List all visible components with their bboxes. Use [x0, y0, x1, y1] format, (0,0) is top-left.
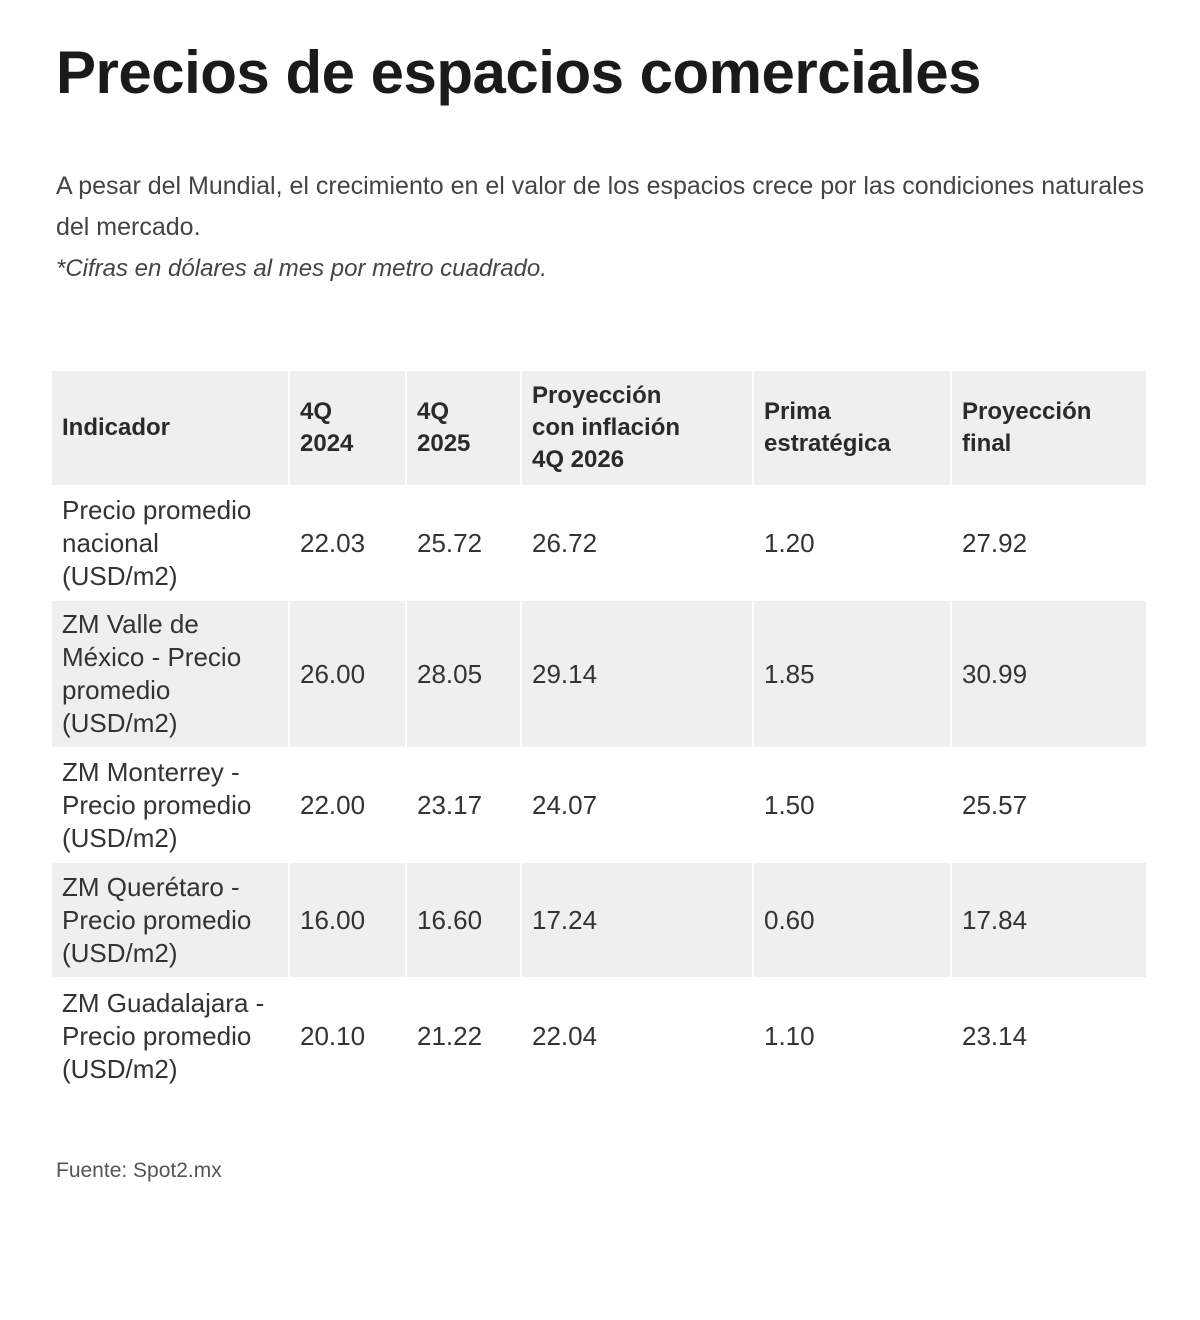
- cell-prima-estrategica: 0.60: [754, 863, 952, 979]
- prices-table: Indicador 4Q 2024 4Q 2025 Proyección con…: [52, 371, 1146, 1095]
- cell-indicador: ZM Querétaro - Precio promedio (USD/m2): [52, 863, 290, 979]
- cell-prima-estrategica: 1.85: [754, 601, 952, 749]
- cell-proyeccion-inflacion: 17.24: [522, 863, 754, 979]
- table-header-row: Indicador 4Q 2024 4Q 2025 Proyección con…: [52, 371, 1146, 487]
- cell-4q-2024: 22.03: [290, 487, 407, 601]
- cell-proyeccion-inflacion: 24.07: [522, 749, 754, 863]
- cell-proyeccion-final: 23.14: [952, 979, 1146, 1095]
- header-text: 4Q 2025: [417, 398, 471, 457]
- header-text: 4Q 2024: [300, 398, 354, 457]
- table-row: ZM Querétaro - Precio promedio (USD/m2) …: [52, 863, 1146, 979]
- cell-proyeccion-final: 30.99: [952, 601, 1146, 749]
- cell-4q-2025: 28.05: [407, 601, 522, 749]
- cell-proyeccion-inflacion: 29.14: [522, 601, 754, 749]
- cell-proyeccion-inflacion: 22.04: [522, 979, 754, 1095]
- cell-4q-2025: 25.72: [407, 487, 522, 601]
- table-row: ZM Guadalajara - Precio promedio (USD/m2…: [52, 979, 1146, 1095]
- table-row: Precio promedio nacional (USD/m2) 22.03 …: [52, 487, 1146, 601]
- source-note: Fuente: Spot2.mx: [56, 1159, 222, 1182]
- cell-indicador: ZM Valle de México - Precio promedio (US…: [52, 601, 290, 749]
- cell-prima-estrategica: 1.50: [754, 749, 952, 863]
- cell-prima-estrategica: 1.10: [754, 979, 952, 1095]
- table-row: ZM Valle de México - Precio promedio (US…: [52, 601, 1146, 749]
- column-header-prima-estrategica: Prima estratégica: [754, 371, 952, 487]
- cell-4q-2024: 26.00: [290, 601, 407, 749]
- cell-4q-2025: 21.22: [407, 979, 522, 1095]
- column-header-4q-2025: 4Q 2025: [407, 371, 522, 487]
- cell-proyeccion-final: 25.57: [952, 749, 1146, 863]
- column-header-indicador: Indicador: [52, 371, 290, 487]
- cell-4q-2025: 16.60: [407, 863, 522, 979]
- cell-prima-estrategica: 1.20: [754, 487, 952, 601]
- column-header-4q-2024: 4Q 2024: [290, 371, 407, 487]
- cell-4q-2024: 16.00: [290, 863, 407, 979]
- cell-4q-2025: 23.17: [407, 749, 522, 863]
- units-note: *Cifras en dólares al mes por metro cuad…: [56, 255, 547, 282]
- table-row: ZM Monterrey - Precio promedio (USD/m2) …: [52, 749, 1146, 863]
- cell-proyeccion-final: 17.84: [952, 863, 1146, 979]
- header-text: Proyección con inflación 4Q 2026: [532, 382, 681, 473]
- column-header-proyeccion-inflacion: Proyección con inflación 4Q 2026: [522, 371, 754, 487]
- cell-proyeccion-final: 27.92: [952, 487, 1146, 601]
- cell-proyeccion-inflacion: 26.72: [522, 487, 754, 601]
- column-header-proyeccion-final: Proyección final: [952, 371, 1146, 487]
- cell-indicador: ZM Guadalajara - Precio promedio (USD/m2…: [52, 979, 290, 1095]
- cell-indicador: ZM Monterrey - Precio promedio (USD/m2): [52, 749, 290, 863]
- header-text: Proyección final: [962, 398, 1092, 457]
- page-title: Precios de espacios comerciales: [56, 39, 982, 106]
- cell-indicador: Precio promedio nacional (USD/m2): [52, 487, 290, 601]
- subtitle: A pesar del Mundial, el crecimiento en e…: [56, 172, 1145, 241]
- header-text: Prima estratégica: [764, 398, 891, 457]
- cell-4q-2024: 22.00: [290, 749, 407, 863]
- cell-4q-2024: 20.10: [290, 979, 407, 1095]
